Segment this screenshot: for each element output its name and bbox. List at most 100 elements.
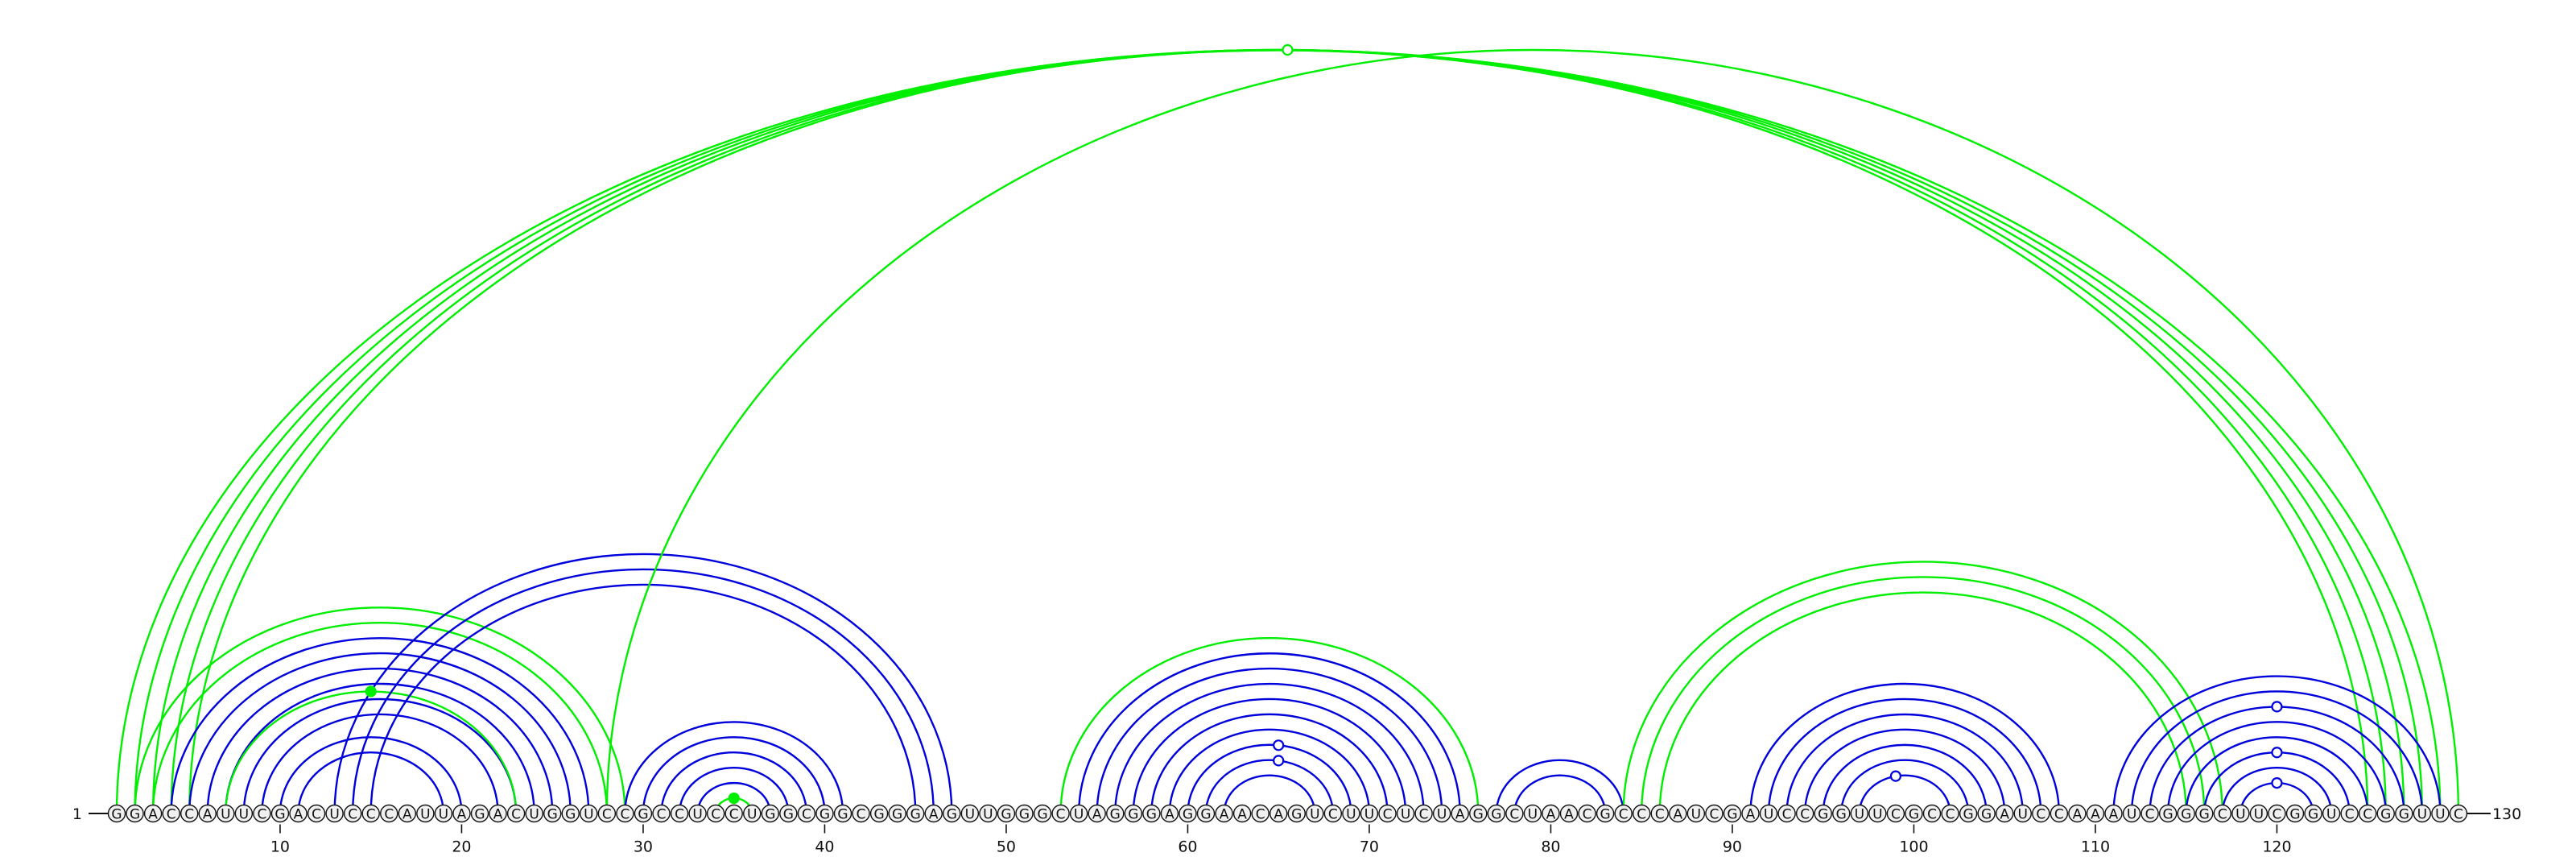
arc-marker xyxy=(365,685,377,697)
nucleotide: G xyxy=(2304,804,2322,823)
nucleotide-letter: U xyxy=(1401,807,1410,823)
arc-marker xyxy=(1889,770,1901,782)
nucleotide-circle xyxy=(616,804,634,823)
nucleotide: C xyxy=(1795,804,1814,823)
nucleotide-circle xyxy=(361,804,380,823)
nucleotide-letter: A xyxy=(457,807,467,823)
nucleotide-circle xyxy=(1414,804,1433,823)
base-pair-arc xyxy=(1204,759,1335,814)
nucleotide: C xyxy=(2213,804,2232,823)
nucleotide-letter: U xyxy=(747,807,757,823)
nucleotide-circle xyxy=(380,804,398,823)
nucleotide: C xyxy=(1650,804,1669,823)
nucleotide-circle xyxy=(1069,804,1088,823)
nucleotide: U xyxy=(1759,804,1778,823)
nucleotide: U xyxy=(1396,804,1415,823)
nucleotide-letter: C xyxy=(1637,807,1646,823)
nucleotide-letter: C xyxy=(1709,807,1719,823)
nucleotide: U xyxy=(743,804,762,823)
nucleotide-circle xyxy=(979,804,997,823)
nucleotide: G xyxy=(1487,804,1506,823)
arc-marker xyxy=(1273,739,1285,751)
nucleotide: G xyxy=(2376,804,2395,823)
nucleotide-letter: C xyxy=(1655,807,1665,823)
nucleotide-letter: U xyxy=(239,807,249,823)
nucleotide-circle xyxy=(1523,804,1542,823)
nucleotide-letter: U xyxy=(439,807,448,823)
nucleotide-circle xyxy=(1723,804,1742,823)
nucleotide: A xyxy=(1995,804,2014,823)
tick-label: 50 xyxy=(997,838,1016,856)
nucleotide-circle xyxy=(253,804,271,823)
nucleotide-letter: A xyxy=(1274,807,1283,823)
nucleotide-letter: G xyxy=(837,807,848,823)
nucleotide-letter: C xyxy=(620,807,630,823)
nucleotide: U xyxy=(960,804,980,823)
nucleotide: G xyxy=(815,804,834,823)
nucleotide-letter: G xyxy=(1909,807,1919,823)
nucleotide: A xyxy=(1451,804,1469,823)
base-pair-arc xyxy=(678,766,790,814)
base-pair-arc xyxy=(1077,652,1461,814)
nucleotide: A xyxy=(1160,804,1179,823)
nucleotide-circle xyxy=(1941,804,1959,823)
nucleotide: C xyxy=(1777,804,1796,823)
nucleotide-circle xyxy=(1505,804,1524,823)
nucleotide: C xyxy=(2050,804,2069,823)
base-pair-arc xyxy=(2166,721,2387,814)
nucleotide-letter: U xyxy=(221,807,230,823)
nucleotide: C xyxy=(852,804,870,823)
nucleotide-letter: C xyxy=(511,807,521,823)
nucleotide: C xyxy=(797,804,816,823)
nucleotide-letter: U xyxy=(1437,807,1447,823)
nucleotide: G xyxy=(2285,804,2305,823)
nucleotide-circle xyxy=(506,804,526,823)
base-pair-arc xyxy=(261,713,499,814)
nucleotide-letter: C xyxy=(657,807,667,823)
nucleotide-letter: G xyxy=(1110,807,1121,823)
nucleotide-circle xyxy=(1614,804,1633,823)
nucleotide-letter: U xyxy=(2235,807,2245,823)
nucleotide-letter: G xyxy=(111,807,122,823)
nucleotide-circle xyxy=(1451,804,1469,823)
nucleotide-letter: U xyxy=(2127,807,2136,823)
nucleotide-circle xyxy=(761,804,779,823)
nucleotide: U xyxy=(2231,804,2250,823)
nucleotide: C xyxy=(2032,804,2050,823)
nucleotide: G xyxy=(761,804,779,823)
nucleotide-circle xyxy=(126,804,144,823)
nucleotide: U xyxy=(1069,804,1088,823)
nucleotide: C xyxy=(2340,804,2359,823)
nucleotide: U xyxy=(434,804,453,823)
base-pair-arc xyxy=(297,751,445,814)
nucleotide: U xyxy=(1523,804,1542,823)
nucleotide-letter: C xyxy=(729,807,739,823)
nucleotide: C xyxy=(361,804,380,823)
nucleotide: G xyxy=(634,804,653,823)
tick-label: 10 xyxy=(270,838,290,856)
nucleotide: G xyxy=(869,804,889,823)
base-pair-arc xyxy=(279,736,463,814)
base-pair-arc xyxy=(1513,774,1607,814)
nucleotide: G xyxy=(997,804,1016,823)
nucleotide-circle xyxy=(652,804,671,823)
nucleotide-circle xyxy=(162,804,180,823)
base-pair-arc xyxy=(151,622,609,814)
nucleotide-letter: G xyxy=(1037,807,1047,823)
arc-marker xyxy=(2271,747,2283,759)
nucleotide-circle xyxy=(1287,804,1306,823)
nucleotide-circle xyxy=(2195,804,2214,823)
base-pair-arc xyxy=(624,721,844,814)
nucleotide: G xyxy=(1832,804,1851,823)
nucleotide: G xyxy=(1142,804,1161,823)
nucleotide-letter: C xyxy=(1800,807,1810,823)
nucleotide-letter: A xyxy=(402,807,412,823)
nucleotide: A xyxy=(1269,804,1288,823)
base-pair-arc xyxy=(225,682,535,814)
nucleotide: A xyxy=(289,804,308,823)
nucleotide-circle xyxy=(2449,804,2468,823)
nucleotide-circle xyxy=(1323,804,1343,823)
nucleotide-letter: A xyxy=(2073,807,2083,823)
nucleotide: G xyxy=(1977,804,1996,823)
nucleotide-circle xyxy=(2268,804,2286,823)
